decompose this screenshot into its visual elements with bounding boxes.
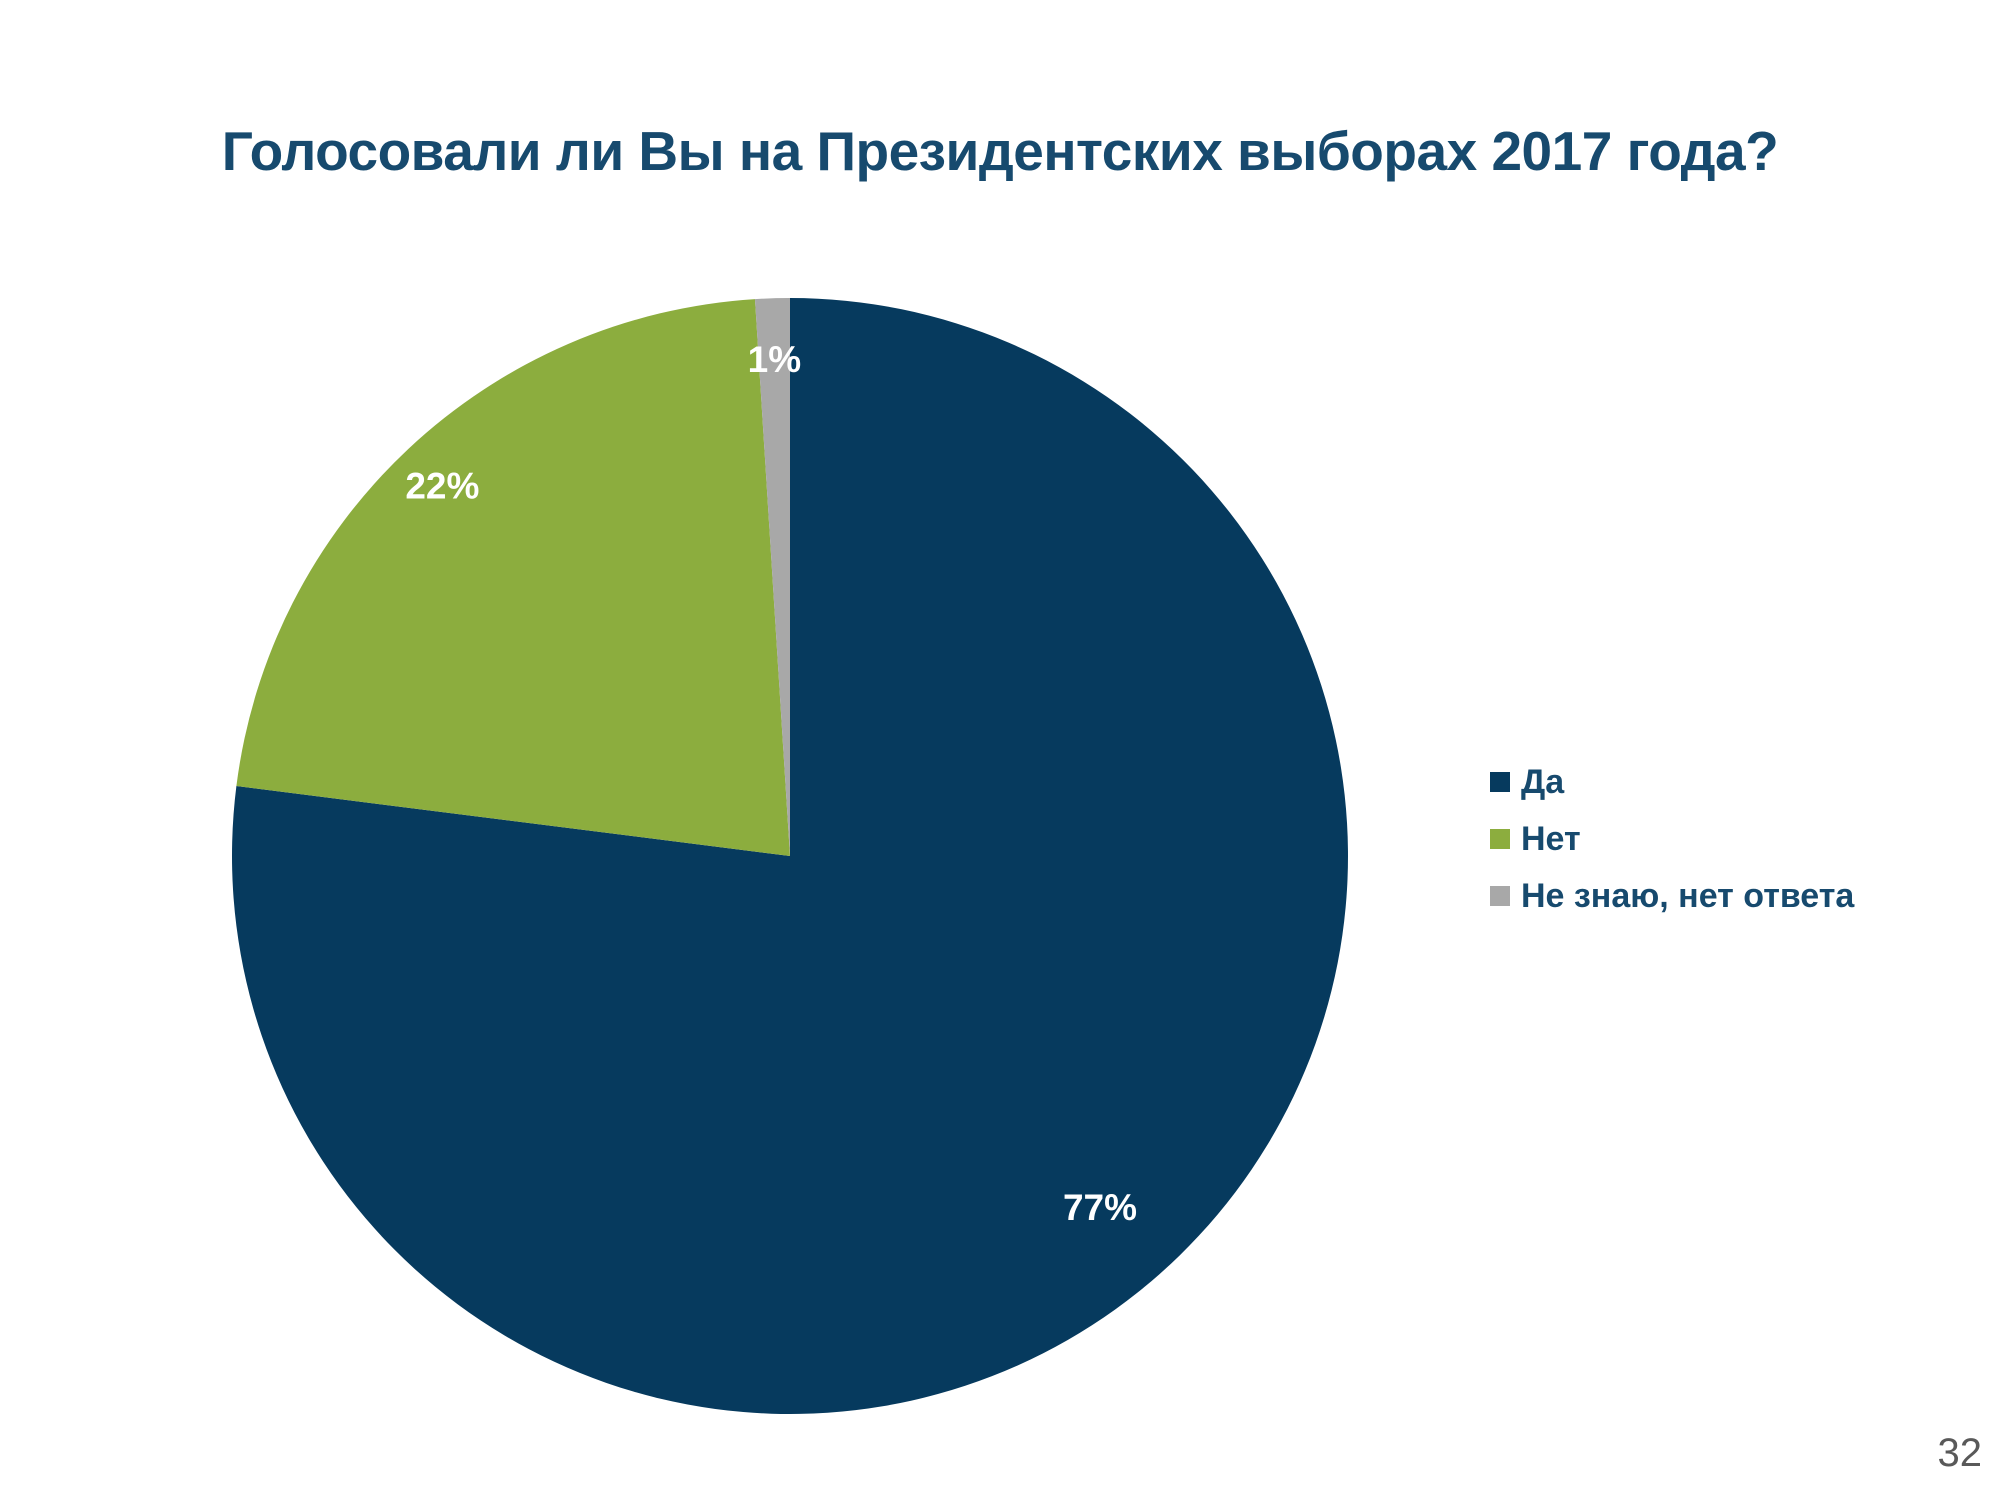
slice-label: 1% [748,339,801,380]
legend-item: Да [1490,764,1854,800]
pie-slice-1 [231,298,1348,1414]
legend-item: Нет [1490,821,1854,857]
legend-label: Нет [1521,820,1581,858]
pie-slice-3 [754,298,790,856]
page-number: 32 [1937,1431,1983,1475]
legend-swatch [1490,886,1510,906]
legend-label: Да [1521,763,1565,801]
legend-item: Не знаю, нет ответа [1490,878,1854,914]
pie-slice-2 [236,299,790,857]
legend: Да Нет Не знаю, нет ответа [1490,764,1854,935]
chart-title: Голосовали ли Вы на Президентских выбора… [221,120,1779,182]
legend-swatch [1490,829,1510,849]
slice-label: 22% [405,465,479,506]
legend-swatch [1490,772,1510,792]
slice-label: 77% [1063,1187,1137,1228]
legend-label: Не знаю, нет ответа [1521,877,1855,915]
